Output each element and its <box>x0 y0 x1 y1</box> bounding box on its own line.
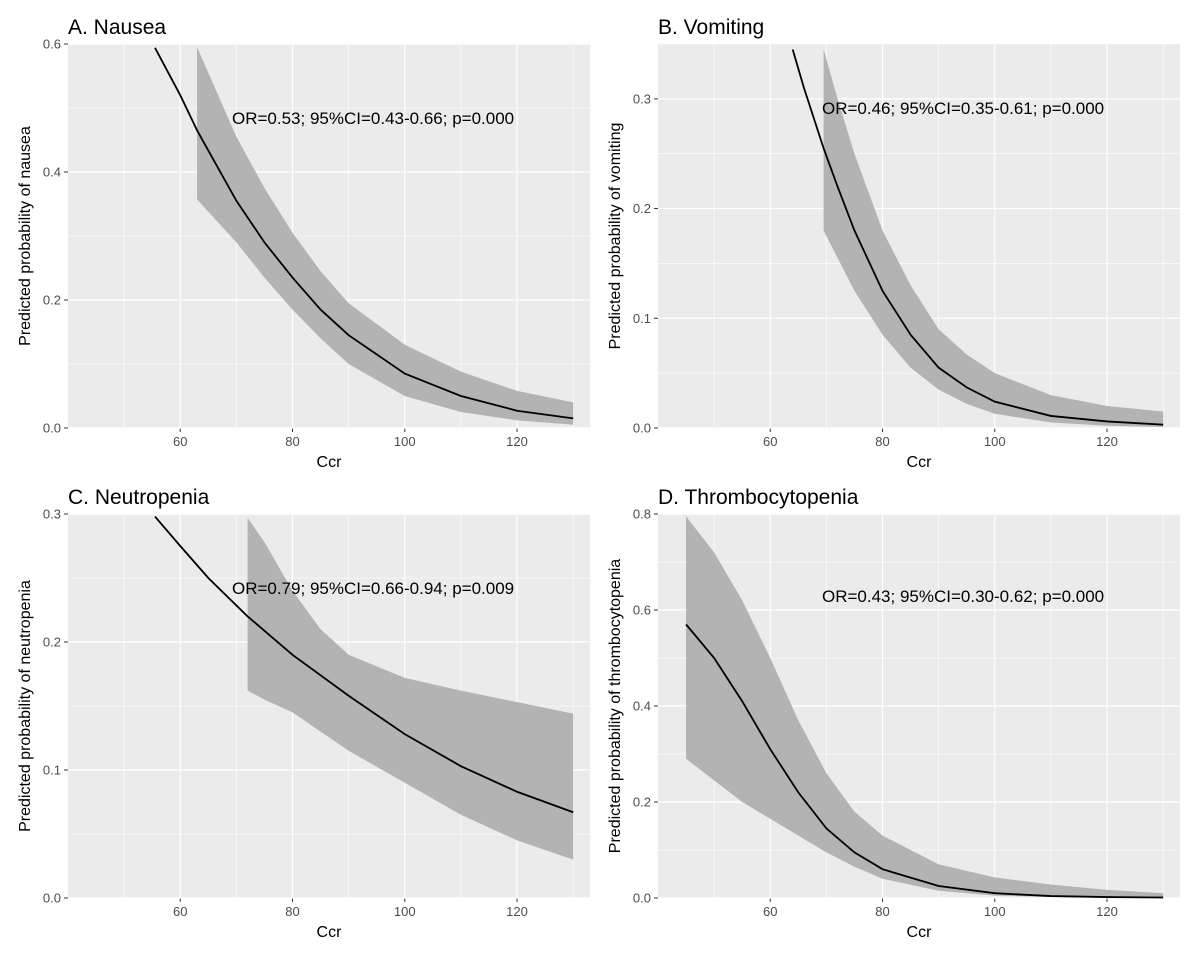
y-tick-label: 0.1 <box>43 763 61 778</box>
chart-panel-1: 60 80 100 120 0.0 0.2 0.4 0.6 A. Nausea Ccr Predic… <box>17 16 590 471</box>
x-tick-label: 100 <box>984 434 1006 449</box>
panel-title: B. Vomiting <box>658 16 764 39</box>
x-tick-label: 100 <box>984 904 1006 919</box>
x-tick-label: 60 <box>173 904 187 919</box>
x-axis-label: Ccr <box>907 454 933 471</box>
predicted-probability-line <box>791 49 1164 426</box>
y-tick-label: 0.1 <box>633 311 651 326</box>
chart-panel-3: 60 80 100 120 0.0 0.1 0.2 0.3 C. Neutropenia Ccr P… <box>17 486 590 941</box>
minor-gridlines <box>68 514 590 898</box>
y-tick-label: 0.0 <box>43 421 61 436</box>
y-tick-label: 0.2 <box>633 795 651 810</box>
y-axis-label: Predicted probability of neutropenia <box>17 580 34 832</box>
y-tick-label: 0.3 <box>633 91 651 106</box>
y-tick-label: 0.0 <box>633 421 651 436</box>
chart-panel-4: 60 80 100 120 0.0 0.2 0.4 0.6 0.8 D. Thrombocytop… <box>607 486 1180 941</box>
x-tick-label: 60 <box>763 904 777 919</box>
chart-panel-2: 60 80 100 120 0.0 0.1 0.2 0.3 B. Vomiting Ccr Pred… <box>607 16 1180 471</box>
x-tick-label: 80 <box>285 434 299 449</box>
odds-ratio-annotation: OR=0.53; 95%CI=0.43-0.66; p=0.000 <box>232 109 514 128</box>
panel-title: A. Nausea <box>68 16 166 39</box>
confidence-ribbon <box>247 517 574 860</box>
odds-ratio-annotation: OR=0.43; 95%CI=0.30-0.62; p=0.000 <box>822 587 1104 606</box>
y-tick-label: 0.3 <box>43 507 61 522</box>
y-axis-label: Predicted probability of thrombocytopeni… <box>607 559 624 853</box>
x-tick-label: 120 <box>1096 434 1118 449</box>
x-tick-label: 120 <box>506 434 528 449</box>
y-tick-label: 0.2 <box>43 293 61 308</box>
y-tick-label: 0.2 <box>43 635 61 650</box>
predicted-probability-line <box>154 515 574 814</box>
x-tick-label: 60 <box>763 434 777 449</box>
y-tick-label: 0.6 <box>43 37 61 52</box>
x-tick-label: 80 <box>285 904 299 919</box>
y-tick-label: 0.0 <box>43 891 61 906</box>
x-axis-label: Ccr <box>317 924 343 941</box>
x-tick-label: 80 <box>875 434 889 449</box>
panel-title: C. Neutropenia <box>68 486 210 509</box>
confidence-ribbon <box>197 47 574 425</box>
x-tick-label: 80 <box>875 904 889 919</box>
panel-title: D. Thrombocytopenia <box>658 486 859 509</box>
x-tick-label: 120 <box>506 904 528 919</box>
x-tick-label: 120 <box>1096 904 1118 919</box>
x-tick-label: 100 <box>394 904 416 919</box>
y-tick-label: 0.4 <box>633 699 651 714</box>
y-tick-label: 0.8 <box>633 507 651 522</box>
y-axis-label: Predicted probability of nausea <box>17 126 34 346</box>
odds-ratio-annotation: OR=0.46; 95%CI=0.35-0.61; p=0.000 <box>822 99 1104 118</box>
y-tick-label: 0.4 <box>43 165 61 180</box>
y-axis-label: Predicted probability of vomiting <box>607 123 624 350</box>
x-axis-label: Ccr <box>317 454 343 471</box>
y-tick-label: 0.0 <box>633 891 651 906</box>
predicted-probability-line <box>154 47 574 420</box>
odds-ratio-annotation: OR=0.79; 95%CI=0.66-0.94; p=0.009 <box>232 579 514 598</box>
x-tick-label: 60 <box>173 434 187 449</box>
y-tick-label: 0.2 <box>633 201 651 216</box>
x-axis-label: Ccr <box>907 924 933 941</box>
predicted-probability-line <box>685 623 1164 899</box>
x-tick-label: 100 <box>394 434 416 449</box>
y-tick-label: 0.6 <box>633 603 651 618</box>
